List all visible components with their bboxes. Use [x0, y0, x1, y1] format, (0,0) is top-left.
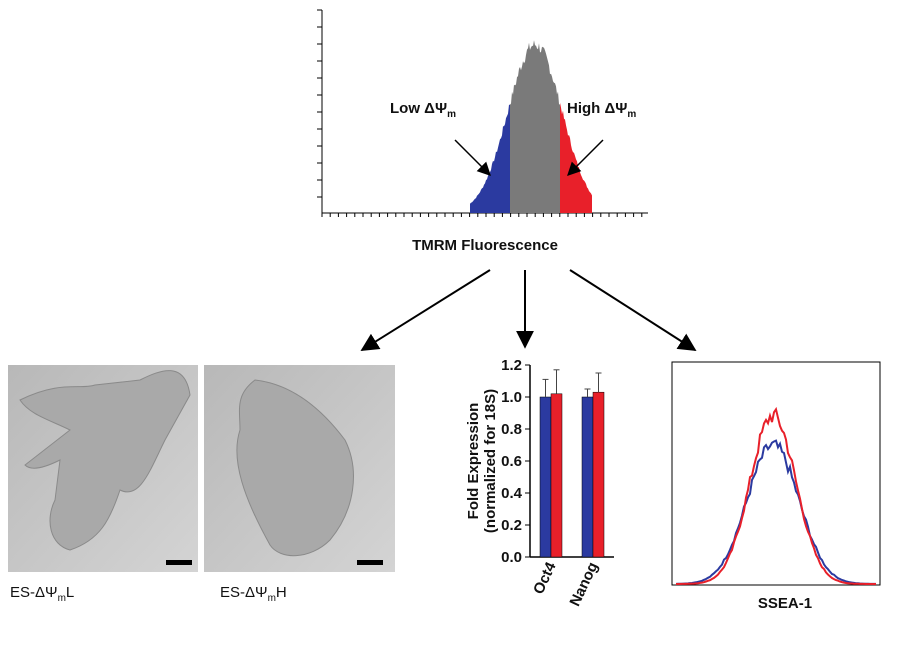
- image-label: ES-ΔΨmL: [10, 584, 74, 604]
- annotation-text: Low ΔΨ: [390, 100, 447, 117]
- y-label: Fold Expression(normalized for 18S): [465, 389, 499, 533]
- y-tick-label: 0.4: [501, 485, 523, 502]
- histogram-area: [510, 40, 560, 214]
- bar: [539, 396, 552, 558]
- y-tick-label: 0.6: [501, 453, 522, 470]
- x-label: TMRM Fluorescence: [412, 237, 558, 254]
- y-tick-label: 0.8: [501, 421, 522, 438]
- plot-frame: [671, 361, 881, 586]
- subscript: m: [627, 109, 636, 120]
- annotation: Low ΔΨm: [390, 100, 456, 120]
- bar: [581, 396, 594, 558]
- cell-colony: [19, 370, 191, 551]
- tmrm-histogram: [317, 9, 648, 217]
- arrow: [567, 139, 604, 176]
- scale-bar: [166, 560, 192, 565]
- y-label-line: (normalized for 18S): [482, 389, 499, 533]
- x-tick-label: Oct4: [530, 559, 560, 597]
- bar: [550, 393, 563, 558]
- annotation: High ΔΨm: [567, 100, 636, 120]
- subscript: m: [447, 109, 456, 120]
- arrow: [569, 269, 697, 351]
- arrow: [360, 269, 491, 351]
- flow-histogram: [676, 406, 876, 585]
- label-suffix: L: [66, 584, 74, 601]
- histogram-area: [560, 102, 592, 213]
- bar: [592, 391, 605, 558]
- image-label: ES-ΔΨmH: [220, 584, 287, 604]
- label-text: ES-ΔΨ: [220, 584, 268, 601]
- y-tick-label: 0.2: [501, 517, 522, 534]
- histogram-area: [470, 104, 510, 213]
- x-tick-label: Nanog: [566, 560, 601, 609]
- label-text: ES-ΔΨ: [10, 584, 58, 601]
- arrow: [454, 139, 491, 176]
- y-tick-label: 1.2: [501, 357, 522, 374]
- flow-histogram: [675, 439, 876, 585]
- annotation-text: High ΔΨ: [567, 100, 627, 117]
- y-tick-label: 1.0: [501, 389, 522, 406]
- y-label-line: Fold Expression: [465, 403, 482, 520]
- label-suffix: H: [276, 584, 287, 601]
- subscript: m: [268, 593, 276, 604]
- x-label: SSEA-1: [758, 595, 812, 612]
- cell-colony: [236, 379, 354, 557]
- y-tick-label: 0.0: [501, 549, 522, 566]
- scale-bar: [357, 560, 383, 565]
- subscript: m: [58, 593, 66, 604]
